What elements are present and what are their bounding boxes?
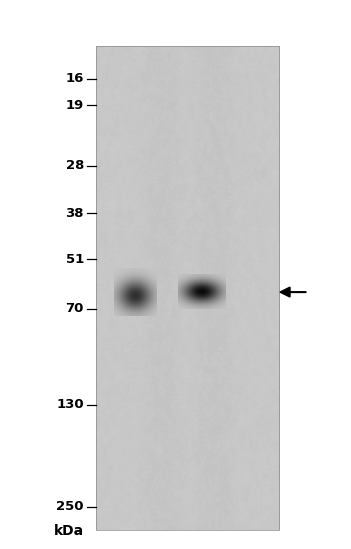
Text: 130: 130 [56,399,84,411]
Bar [96,46,279,530]
Text: 19: 19 [66,99,84,112]
Text: 16: 16 [66,72,84,85]
Text: 70: 70 [66,302,84,315]
Text: 51: 51 [66,253,84,266]
Text: 28: 28 [66,159,84,172]
Text: 250: 250 [57,500,84,513]
Text: kDa: kDa [54,524,84,538]
Text: 38: 38 [65,207,84,220]
